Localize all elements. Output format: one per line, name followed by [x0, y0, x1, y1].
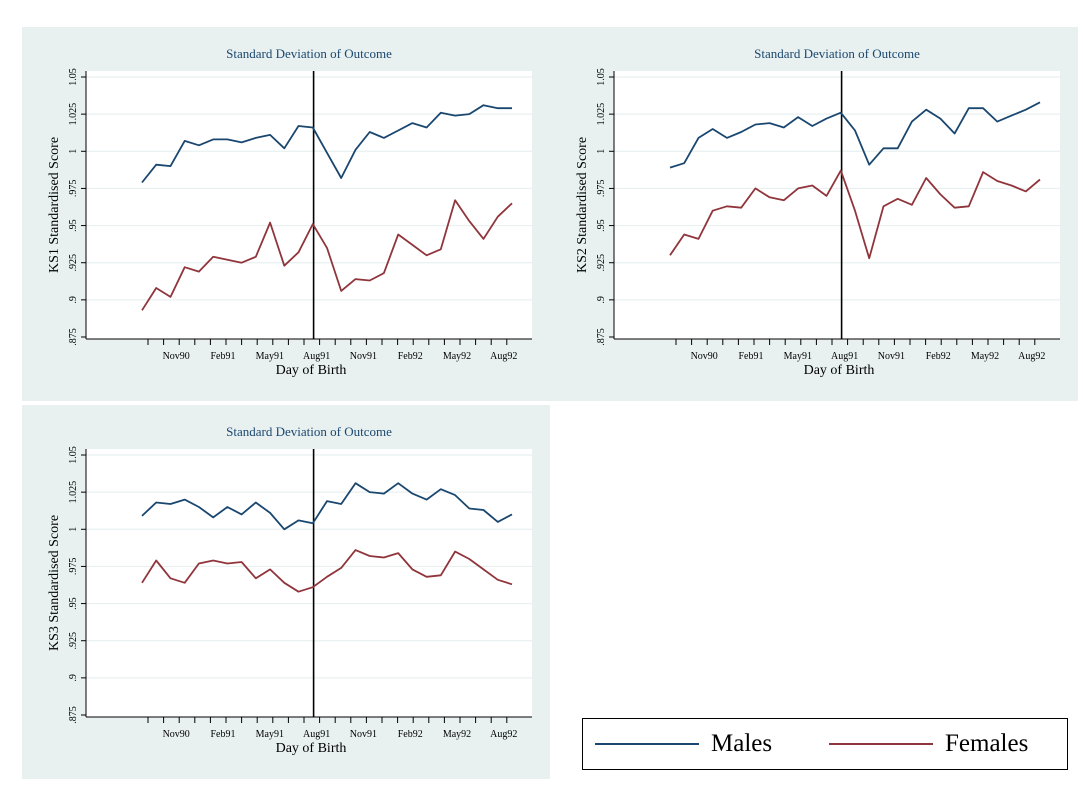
x-tick-label: Feb91 [739, 351, 764, 362]
y-axis-label: KS1 Standardised Score [47, 137, 62, 273]
x-tick-label: Feb92 [398, 351, 423, 362]
y-tick-label: .875 [68, 706, 79, 724]
x-tick-label: Nov90 [163, 729, 190, 740]
x-tick-label: Aug92 [490, 729, 517, 740]
y-tick-label: 1.05 [68, 446, 79, 464]
x-tick-label: Nov91 [878, 351, 905, 362]
legend-swatch-males [595, 743, 699, 745]
plot-area [614, 71, 1060, 339]
x-tick-label: Aug91 [303, 729, 330, 740]
series-line-males [141, 482, 513, 531]
y-tick-label: .975 [596, 180, 607, 198]
y-tick-label: .9 [68, 296, 79, 304]
ks1-chart-panel: .875 .9 .925 .95 .975 1 1.025 1.05 Nov90 Feb91 May… [22, 27, 550, 401]
x-tick-label: Nov91 [350, 351, 377, 362]
ks3-chart-panel: .875 .9 .925 .95 .975 1 1.025 1.05 Nov90 Feb91 May… [22, 405, 550, 779]
y-axis-label: KS3 Standardised Score [47, 515, 62, 651]
x-tick-label: May92 [443, 351, 471, 362]
x-axis-label: Day of Birth [276, 741, 347, 756]
y-tick-label: .95 [596, 219, 607, 232]
legend-swatch-females [829, 743, 933, 745]
chart-svg: .875 .9 .925 .95 .975 1 1.025 1.05 Nov90 Feb91 May… [550, 27, 1078, 401]
x-axis-label: Day of Birth [804, 363, 875, 378]
y-tick-label: .925 [68, 632, 79, 650]
legend-item-females: Females [829, 719, 1028, 769]
series-line-females [141, 549, 513, 593]
legend-label-females: Females [945, 730, 1029, 757]
x-tick-label: Nov90 [691, 351, 718, 362]
y-tick-label: .975 [68, 558, 79, 576]
x-tick-label: May92 [443, 729, 471, 740]
x-tick-label: Aug91 [303, 351, 330, 362]
legend-item-males: Males [595, 719, 772, 769]
chart-title: Standard Deviation of Outcome [226, 424, 392, 439]
x-axis-label: Day of Birth [276, 363, 347, 378]
y-tick-label: .95 [68, 219, 79, 232]
legend: Males Females [582, 718, 1068, 770]
y-tick-label: 1.025 [68, 481, 79, 504]
y-axis-label: KS2 Standardised Score [575, 137, 590, 273]
y-tick-label: .975 [68, 180, 79, 198]
x-tick-label: Nov91 [350, 729, 377, 740]
x-tick-label: May91 [256, 729, 284, 740]
x-tick-label: Aug92 [490, 351, 517, 362]
y-tick-label: .95 [68, 597, 79, 610]
legend-label-males: Males [711, 730, 773, 757]
x-tick-label: May91 [256, 351, 284, 362]
x-tick-label: Aug92 [1018, 351, 1045, 362]
x-tick-label: Feb91 [211, 729, 236, 740]
ks2-chart-panel: .875 .9 .925 .95 .975 1 1.025 1.05 Nov90 Feb91 May… [550, 27, 1078, 401]
y-tick-label: 1.025 [596, 103, 607, 126]
series-line-females [141, 199, 513, 311]
y-tick-label: 1.05 [68, 68, 79, 86]
x-tick-label: Aug91 [831, 351, 858, 362]
chart-title: Standard Deviation of Outcome [754, 46, 920, 61]
x-tick-label: Nov90 [163, 351, 190, 362]
y-tick-label: .925 [596, 254, 607, 272]
x-tick-label: Feb92 [926, 351, 951, 362]
y-tick-label: .9 [68, 674, 79, 682]
y-tick-label: 1 [68, 149, 79, 154]
x-tick-label: May92 [971, 351, 999, 362]
y-tick-label: 1 [596, 149, 607, 154]
y-tick-label: .925 [68, 254, 79, 272]
chart-svg: .875 .9 .925 .95 .975 1 1.025 1.05 Nov90 Feb91 May… [22, 405, 550, 779]
series-line-females [669, 169, 1041, 260]
x-tick-label: May91 [784, 351, 812, 362]
plot-area [86, 449, 532, 717]
x-tick-label: Feb92 [398, 729, 423, 740]
y-tick-label: 1 [68, 527, 79, 532]
chart-svg: .875 .9 .925 .95 .975 1 1.025 1.05 Nov90 Feb91 May… [22, 27, 550, 401]
y-tick-label: 1.025 [68, 103, 79, 126]
y-tick-label: .9 [596, 296, 607, 304]
chart-title: Standard Deviation of Outcome [226, 46, 392, 61]
series-line-males [669, 101, 1041, 169]
y-tick-label: .875 [596, 328, 607, 346]
y-tick-label: 1.05 [596, 68, 607, 86]
x-tick-label: Feb91 [211, 351, 236, 362]
plot-area [86, 71, 532, 339]
series-line-males [141, 104, 512, 184]
y-tick-label: .875 [68, 328, 79, 346]
